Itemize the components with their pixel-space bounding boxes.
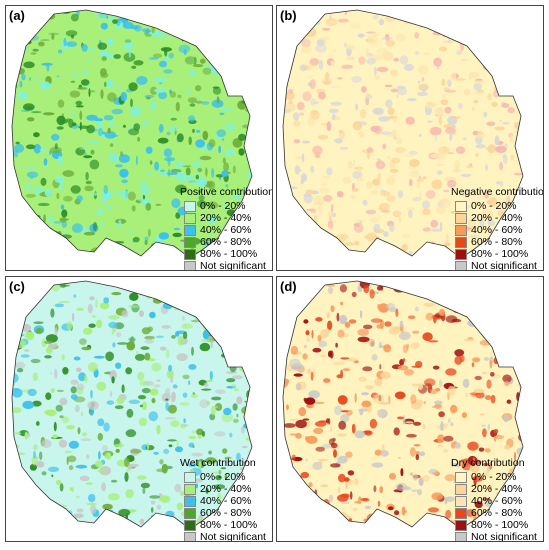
legend-swatch xyxy=(184,495,196,507)
legend-label: 80% - 100% xyxy=(200,519,258,531)
legend-item: 20% - 40% xyxy=(455,483,543,495)
legend-item: 40% - 60% xyxy=(184,224,272,236)
legend-swatch xyxy=(184,248,196,260)
panel-d: (d) Dry contribution 0% - 20% 20% - 40% 40… xyxy=(276,276,544,542)
legend-label: 40% - 60% xyxy=(471,224,523,236)
legend-item: 20% - 40% xyxy=(184,483,272,495)
legend-title-d: Dry contribution xyxy=(451,457,525,469)
legend-c: Wet contribution 0% - 20% 20% - 40% 40% - … xyxy=(180,457,272,542)
region-outline xyxy=(11,280,253,530)
legend-item: 0% - 20% xyxy=(184,200,272,212)
legend-label: 20% - 40% xyxy=(471,483,523,495)
panel-b: (b) Negative contribution 0% - 20% 20% - … xyxy=(276,5,544,271)
legend-swatch xyxy=(184,200,196,212)
legend-swatch xyxy=(184,531,196,541)
legend-swatch xyxy=(184,471,196,483)
panel-label-d: (d) xyxy=(280,279,297,294)
legend-label: Not significant xyxy=(200,531,266,542)
legend-item: 0% - 20% xyxy=(455,471,543,483)
legend-swatch xyxy=(455,507,467,519)
legend-label: 0% - 20% xyxy=(200,200,246,212)
legend-item: 60% - 80% xyxy=(455,236,543,248)
legend-swatch xyxy=(184,483,196,495)
legend-swatch xyxy=(184,507,196,519)
legend-item: 0% - 20% xyxy=(184,471,272,483)
legend-a: Positive contribution 0% - 20% 20% - 40% 4… xyxy=(180,186,272,271)
legend-label: 80% - 100% xyxy=(200,248,258,260)
legend-item: 80% - 100% xyxy=(184,519,272,531)
legend-item: 20% - 40% xyxy=(455,212,543,224)
legend-label: 20% - 40% xyxy=(200,483,252,495)
map-c xyxy=(11,280,253,530)
legend-swatch xyxy=(455,260,467,270)
legend-swatch xyxy=(455,483,467,495)
legend-label: 0% - 20% xyxy=(200,471,246,483)
panel-label-c: (c) xyxy=(9,279,25,294)
legend-item: 0% - 20% xyxy=(455,200,543,212)
legend-b: Negative contribution 0% - 20% 20% - 40% 4… xyxy=(451,186,543,271)
legend-label: 40% - 60% xyxy=(471,495,523,507)
map-a xyxy=(11,9,253,259)
legend-label: Not significant xyxy=(200,260,266,271)
legend-item: 20% - 40% xyxy=(184,212,272,224)
panel-label-a: (a) xyxy=(9,8,25,23)
panel-label-b: (b) xyxy=(280,8,297,23)
legend-item: 40% - 60% xyxy=(455,224,543,236)
legend-label: Not significant xyxy=(471,260,537,271)
legend-swatch xyxy=(184,519,196,531)
region-outline xyxy=(282,9,524,259)
legend-label: 0% - 20% xyxy=(471,200,517,212)
legend-swatch xyxy=(455,519,467,531)
legend-swatch xyxy=(184,212,196,224)
legend-label: 0% - 20% xyxy=(471,471,517,483)
legend-item: 60% - 80% xyxy=(184,236,272,248)
legend-swatch xyxy=(455,236,467,248)
legend-swatch xyxy=(455,200,467,212)
legend-label: 60% - 80% xyxy=(471,236,523,248)
map-d xyxy=(282,280,524,530)
map-b xyxy=(282,9,524,259)
legend-item: Not significant xyxy=(184,260,272,271)
legend-title-b: Negative contribution xyxy=(451,186,544,198)
legend-swatch xyxy=(455,224,467,236)
legend-label: 40% - 60% xyxy=(200,495,252,507)
legend-swatch xyxy=(184,260,196,270)
legend-item: Not significant xyxy=(455,260,543,271)
legend-label: 60% - 80% xyxy=(200,507,252,519)
legend-item: 40% - 60% xyxy=(184,495,272,507)
legend-label: 40% - 60% xyxy=(200,224,252,236)
legend-item: 80% - 100% xyxy=(455,248,543,260)
legend-title-c: Wet contribution xyxy=(180,457,256,469)
panel-a: (a) Positive contribution 0% - 20% 20% - … xyxy=(5,5,273,271)
legend-label: 20% - 40% xyxy=(200,212,252,224)
legend-item: 60% - 80% xyxy=(455,507,543,519)
legend-item: Not significant xyxy=(455,531,543,542)
legend-label: 80% - 100% xyxy=(471,248,529,260)
legend-label: 60% - 80% xyxy=(200,236,252,248)
legend-swatch xyxy=(455,248,467,260)
region-outline xyxy=(11,9,253,259)
legend-swatch xyxy=(455,531,467,541)
legend-item: 80% - 100% xyxy=(455,519,543,531)
legend-swatch xyxy=(455,495,467,507)
legend-label: 60% - 80% xyxy=(471,507,523,519)
panel-c: (c) Wet contribution 0% - 20% 20% - 40% 40… xyxy=(5,276,273,542)
legend-swatch xyxy=(184,224,196,236)
legend-label: 20% - 40% xyxy=(471,212,523,224)
legend-item: 60% - 80% xyxy=(184,507,272,519)
legend-item: 40% - 60% xyxy=(455,495,543,507)
legend-item: 80% - 100% xyxy=(184,248,272,260)
legend-label: Not significant xyxy=(471,531,537,542)
legend-swatch xyxy=(455,471,467,483)
legend-item: Not significant xyxy=(184,531,272,542)
region-outline xyxy=(282,280,524,530)
legend-swatch xyxy=(184,236,196,248)
legend-label: 80% - 100% xyxy=(471,519,529,531)
legend-title-a: Positive contribution xyxy=(180,186,273,198)
legend-d: Dry contribution 0% - 20% 20% - 40% 40% - … xyxy=(451,457,543,542)
legend-swatch xyxy=(455,212,467,224)
